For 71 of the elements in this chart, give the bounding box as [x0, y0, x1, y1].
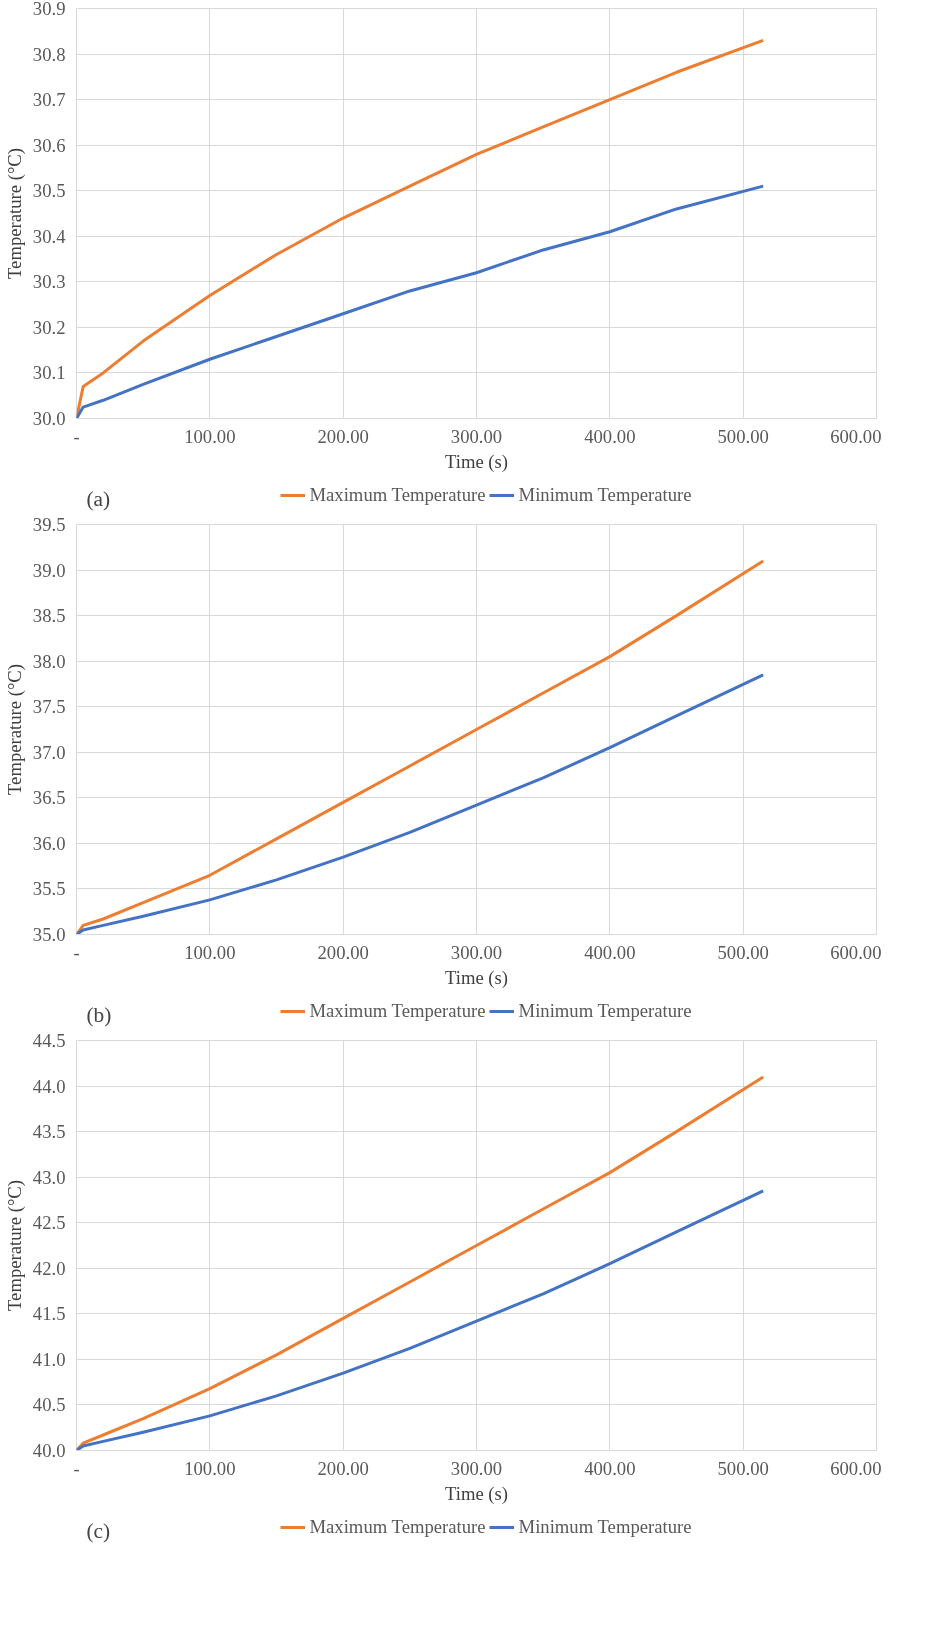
text: (a) — [86, 486, 111, 511]
x-tick-label: 300.00 — [450, 941, 503, 963]
legend-label: Minimum Temperature — [518, 1000, 692, 1022]
y-tick-label: 35.5 — [32, 878, 66, 900]
x-tick-label: 200.00 — [317, 941, 369, 963]
y-tick-label: 38.0 — [32, 650, 66, 672]
y-axis-title: Temperature (°C) — [3, 1179, 26, 1311]
legend-label: Maximum Temperature — [309, 484, 486, 506]
legend-label: Maximum Temperature — [309, 1000, 486, 1022]
y-tick-label: 36.0 — [32, 832, 66, 854]
legend-label: Maximum Temperature — [309, 1516, 486, 1538]
y-axis-title: Temperature (°C) — [3, 663, 26, 795]
x-tick-label: 600.00 — [830, 1457, 882, 1479]
line-series — [76, 1189, 765, 1451]
x-tick-label: 300.00 — [450, 1457, 503, 1479]
y-tick-label: 30.6 — [32, 134, 66, 156]
x-tick-label: 400.00 — [584, 941, 636, 963]
x-tick-label: 500.00 — [717, 425, 769, 447]
y-tick-label: 37.0 — [32, 741, 66, 763]
y-tick-label: 41.5 — [32, 1303, 66, 1325]
y-tick-label: 37.5 — [32, 696, 66, 718]
y-tick-label: 40.5 — [32, 1394, 66, 1416]
legend-label: Minimum Temperature — [518, 484, 692, 506]
y-tick-label: 30.2 — [32, 316, 66, 338]
y-tick-label: 42.0 — [32, 1257, 66, 1279]
x-tick-label: 600.00 — [830, 425, 882, 447]
legend-label: Minimum Temperature — [518, 1516, 692, 1538]
y-tick-label: 44.0 — [32, 1075, 66, 1097]
y-tick-label: 43.5 — [32, 1121, 66, 1143]
y-tick-label: 30.4 — [32, 225, 67, 247]
y-tick-label: 30.1 — [32, 362, 66, 384]
y-tick-label: 30.8 — [32, 43, 66, 65]
x-tick-label: - — [73, 425, 80, 447]
line-series — [76, 559, 765, 935]
y-tick-label: 38.5 — [32, 605, 66, 627]
line-series — [76, 673, 765, 935]
y-tick-label: 42.5 — [32, 1212, 66, 1234]
y-tick-label: 30.3 — [32, 271, 66, 293]
x-tick-label: 100.00 — [184, 941, 236, 963]
line-series — [76, 184, 765, 419]
y-tick-label: 43.0 — [32, 1166, 66, 1188]
y-tick-label: 30.9 — [32, 0, 66, 19]
x-tick-label: 100.00 — [184, 425, 236, 447]
x-tick-label: 200.00 — [317, 425, 369, 447]
x-tick-label: 100.00 — [184, 1457, 236, 1479]
x-axis-title: Time (s) — [444, 1482, 509, 1505]
y-tick-label: 44.5 — [32, 1030, 66, 1051]
x-tick-label: 300.00 — [450, 425, 503, 447]
line-series — [76, 1075, 765, 1451]
y-tick-label: 30.7 — [32, 89, 66, 111]
x-tick-label: 400.00 — [584, 1457, 636, 1479]
x-axis-title: Time (s) — [444, 966, 509, 989]
y-tick-label: 30.0 — [32, 408, 66, 429]
text: (b) — [86, 1002, 112, 1027]
y-tick-label: 41.0 — [32, 1348, 66, 1370]
x-tick-label: - — [73, 1457, 80, 1479]
y-tick-label: 30.5 — [32, 180, 66, 202]
x-tick-label: 600.00 — [830, 941, 882, 963]
x-axis-title: Time (s) — [444, 450, 509, 473]
y-tick-label: 35.0 — [32, 924, 66, 945]
x-tick-label: - — [73, 941, 80, 963]
text: (c) — [86, 1518, 111, 1543]
y-tick-label: 39.0 — [32, 559, 66, 581]
x-tick-label: 500.00 — [717, 941, 769, 963]
y-tick-label: 36.5 — [32, 787, 66, 809]
x-tick-label: 400.00 — [584, 425, 636, 447]
x-tick-label: 200.00 — [317, 1457, 369, 1479]
y-axis-title: Temperature (°C) — [3, 147, 26, 279]
x-tick-label: 500.00 — [717, 1457, 769, 1479]
y-tick-label: 39.5 — [32, 514, 66, 535]
y-tick-label: 40.0 — [32, 1440, 66, 1461]
